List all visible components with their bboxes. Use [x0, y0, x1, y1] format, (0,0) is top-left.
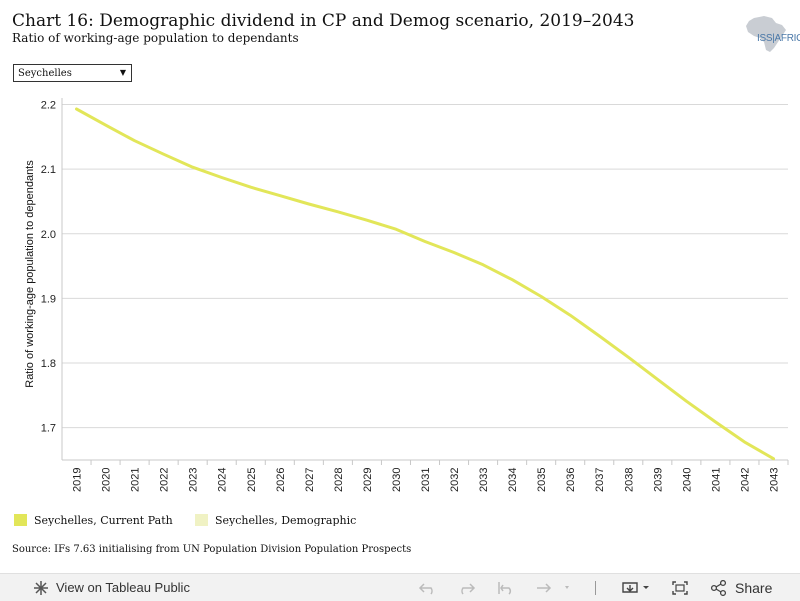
x-tick-label: 2029 — [362, 468, 374, 492]
y-tick-label: 2.2 — [41, 99, 56, 111]
line-chart: 1.7 1.8 1.9 2.0 2.1 2.2 2019 2020 2021 2022 2023 20… — [24, 98, 789, 492]
x-tick-label: 2043 — [768, 468, 780, 492]
tableau-icon — [34, 580, 48, 595]
share-icon — [710, 579, 727, 596]
x-tick-label: 2022 — [159, 468, 171, 492]
country-filter-dropdown[interactable]: Seychelles ▼ — [13, 64, 132, 82]
redo-button[interactable] — [456, 574, 476, 601]
legend-label-current-path: Seychelles, Current Path — [34, 514, 173, 526]
x-tick-label: 2021 — [130, 468, 142, 492]
y-axis-title: Ratio of working-age population to depen… — [24, 160, 36, 388]
y-tick-label: 1.8 — [41, 358, 56, 370]
download-icon — [622, 581, 649, 593]
legend-item-current-path[interactable]: Seychelles, Current Path — [14, 514, 173, 526]
x-tick-label: 2019 — [72, 468, 84, 492]
chart-title: Chart 16: Demographic dividend in CP and… — [12, 11, 635, 31]
undo-icon — [418, 582, 433, 594]
series-line-current-path — [75, 107, 775, 461]
share-label: Share — [735, 579, 773, 596]
tableau-toolbar: View on Tableau Public Share — [0, 573, 800, 601]
x-tick-label: 2042 — [739, 468, 751, 492]
chart-subtitle: Ratio of working-age population to depen… — [12, 31, 299, 45]
y-tick-label: 1.9 — [41, 293, 56, 305]
redo-icon — [461, 582, 476, 594]
x-tick-label: 2033 — [478, 468, 490, 492]
x-tick-label: 2024 — [217, 468, 229, 492]
x-tick-label: 2026 — [275, 468, 287, 492]
download-button[interactable] — [621, 574, 653, 601]
iss-africa-logo — [746, 16, 786, 52]
x-tick-label: 2035 — [536, 468, 548, 492]
x-tick-label: 2025 — [246, 468, 258, 492]
y-tick-label: 2.1 — [41, 164, 56, 176]
x-tick-label: 2038 — [623, 468, 635, 492]
revert-button[interactable] — [496, 574, 516, 601]
source-note: Source: IFs 7.63 initialising from UN Po… — [12, 544, 412, 555]
x-tick-label: 2041 — [710, 468, 722, 492]
x-tick-label: 2036 — [565, 468, 577, 492]
x-tick-label: 2037 — [594, 468, 606, 492]
chevron-down-icon: ▼ — [119, 68, 126, 77]
x-tick-label: 2028 — [333, 468, 345, 492]
legend-swatch-current-path — [14, 514, 27, 526]
x-tick-label: 2023 — [188, 468, 200, 492]
x-tick-label: 2030 — [391, 468, 403, 492]
x-tick-label: 2040 — [681, 468, 693, 492]
undo-button[interactable] — [418, 574, 438, 601]
fullscreen-button[interactable] — [671, 574, 689, 601]
y-tick-label: 2.0 — [41, 229, 56, 241]
y-tick-label: 1.7 — [41, 423, 56, 435]
x-tick-label: 2032 — [449, 468, 461, 492]
legend-label-demographic: Seychelles, Demographic — [215, 514, 357, 526]
x-tick-label: 2031 — [420, 468, 432, 492]
x-tick-label: 2020 — [101, 468, 113, 492]
x-tick-label: 2027 — [304, 468, 316, 492]
view-on-tableau-label: View on Tableau Public — [56, 580, 190, 595]
share-button[interactable]: Share — [710, 574, 772, 601]
dropdown-selected-value: Seychelles — [18, 68, 72, 79]
refresh-button[interactable] — [534, 574, 574, 601]
revert-icon — [498, 581, 512, 595]
fullscreen-icon — [672, 580, 688, 595]
legend-item-demographic[interactable]: Seychelles, Demographic — [195, 514, 356, 526]
view-on-tableau-button[interactable]: View on Tableau Public — [33, 574, 190, 601]
legend-swatch-demographic — [195, 514, 208, 526]
toolbar-divider — [595, 574, 596, 601]
x-tick-label: 2034 — [507, 468, 519, 492]
logo-text: ISS|AFRICA — [757, 33, 800, 44]
x-tick-label: 2039 — [652, 468, 664, 492]
refresh-icon — [537, 582, 569, 593]
